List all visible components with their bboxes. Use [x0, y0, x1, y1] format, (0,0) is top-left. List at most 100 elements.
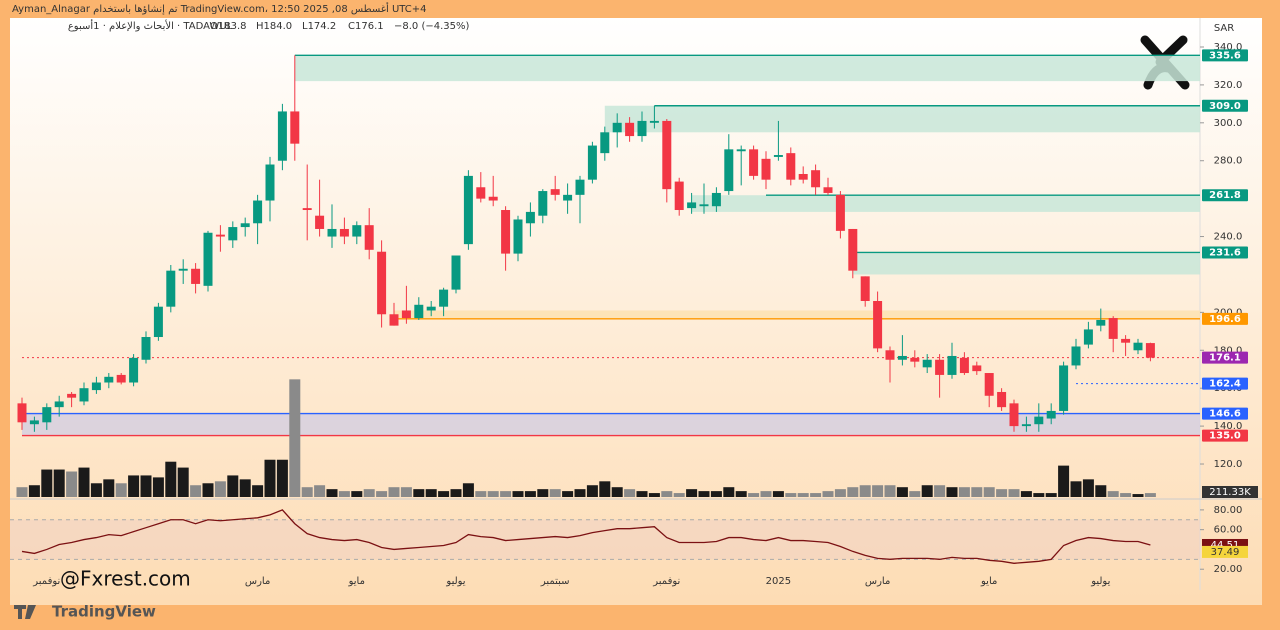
candle-body: [513, 219, 523, 254]
volume-bar: [1120, 493, 1132, 497]
volume-bar: [772, 491, 784, 497]
volume-bar: [822, 491, 834, 497]
volume-bar: [165, 461, 177, 497]
candle-body: [749, 149, 759, 176]
level-label-bg: [1202, 189, 1248, 202]
candle-body: [897, 355, 907, 360]
candle-body: [166, 270, 176, 307]
candle-body: [711, 192, 721, 207]
candle-body: [798, 173, 808, 180]
volume-bar: [537, 489, 549, 497]
volume-bar: [462, 483, 474, 497]
zone: [394, 310, 1200, 319]
volume-bar: [698, 491, 710, 497]
candle-body: [674, 181, 684, 211]
x-tick-label: مايو: [980, 576, 997, 587]
candle-body: [773, 155, 783, 157]
level-label-bg: [1202, 312, 1248, 325]
candle-body: [612, 122, 622, 133]
volume-bar: [90, 483, 102, 497]
candle-body: [1145, 343, 1155, 358]
candle-body: [116, 374, 126, 383]
candle-body: [401, 310, 411, 319]
y-tick-label: 140.0: [1214, 421, 1243, 432]
candle-body: [67, 393, 77, 398]
candle-body: [736, 149, 746, 152]
candle-body: [215, 234, 225, 237]
candle-body: [848, 228, 858, 271]
ohlc-legend: O183.8 H184.0 L174.2 C176.1 −8.0 (−4.35%): [210, 21, 470, 32]
volume-bar: [624, 489, 636, 497]
volume-bar: [53, 469, 65, 497]
volume-bar: [1144, 493, 1156, 497]
volume-bar: [574, 489, 586, 497]
candle-body: [141, 337, 151, 360]
volume-bar: [177, 467, 189, 497]
volume-bar: [338, 491, 350, 497]
volume-bar: [252, 485, 264, 497]
candle-body: [662, 120, 672, 190]
candle-body: [761, 158, 771, 180]
volume-label-bg: [1202, 486, 1258, 498]
volume-bar: [475, 491, 487, 497]
volume-bar: [214, 481, 226, 497]
candle-body: [997, 391, 1007, 408]
candle-body: [1096, 319, 1106, 326]
volume-bar: [760, 491, 772, 497]
candle-body: [29, 420, 39, 425]
candle-body: [265, 164, 275, 201]
rsi-label-bg: [1202, 545, 1248, 558]
candle-body: [364, 225, 374, 250]
volume-bar: [859, 485, 871, 497]
tv-logo: [14, 605, 36, 619]
volume-bar: [611, 487, 623, 497]
volume-bar: [301, 487, 313, 497]
candle-body: [823, 187, 833, 193]
candle-body: [687, 202, 697, 209]
candle-body: [426, 306, 436, 311]
candle-body: [563, 194, 573, 201]
candle-body: [600, 132, 610, 154]
candle-body: [1009, 403, 1019, 427]
x-tick-label: يوليو: [445, 576, 465, 587]
candle-body: [984, 373, 994, 396]
volume-bar: [351, 491, 363, 497]
level-label: 146.6: [1209, 409, 1241, 420]
candle-body: [42, 407, 52, 423]
x-tick-label: نوفمبر: [652, 576, 680, 587]
candle-body: [811, 170, 821, 188]
volume-bar: [1020, 491, 1032, 497]
ohlc-value: O183.8: [210, 21, 247, 32]
candle-body: [947, 355, 957, 375]
candle-body: [959, 357, 969, 374]
zone: [294, 55, 1200, 82]
volume-bar: [810, 493, 822, 497]
candle-body: [488, 196, 498, 201]
candle-body: [935, 359, 945, 375]
volume-bar: [921, 485, 933, 497]
level-label-bg: [1202, 429, 1248, 442]
candle-body: [54, 401, 64, 408]
volume-bar: [1132, 494, 1144, 497]
level-label-bg: [1202, 246, 1248, 259]
rsi-line: [21, 509, 1151, 564]
volume-bar: [834, 489, 846, 497]
candle-body: [414, 304, 424, 319]
volume-bar: [438, 491, 450, 497]
candle-body: [885, 350, 895, 360]
candle-body: [1071, 346, 1081, 366]
rsi-tick-label: 20.00: [1214, 564, 1243, 575]
watermark: @Fxrest.com: [60, 567, 191, 591]
x-tick-label: مارس: [865, 576, 890, 587]
level-label-bg: [1202, 377, 1248, 390]
volume-bar: [66, 471, 78, 497]
candle-body: [1108, 318, 1118, 339]
volume-bar: [661, 491, 673, 497]
rsi-tick-label: 60.00: [1214, 525, 1243, 536]
volume-bar: [549, 489, 561, 497]
volume-bar: [500, 491, 512, 497]
candle-body: [922, 359, 932, 368]
rsi-label: 37.49: [1211, 547, 1240, 558]
ohlc-value: H184.0: [256, 21, 292, 32]
candle-body: [1133, 342, 1143, 351]
